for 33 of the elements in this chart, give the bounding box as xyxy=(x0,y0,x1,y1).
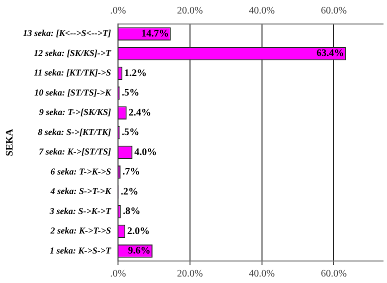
x-tick-label: 60.0% xyxy=(320,6,347,17)
x-tick-label: 40.0% xyxy=(248,6,275,17)
x2-tick-label: 60.0% xyxy=(320,268,347,280)
y-tick-label: 12 seka: [SK/KS]->T xyxy=(34,48,112,58)
data-label: 9.6% xyxy=(128,246,151,257)
data-label: 4.0% xyxy=(134,146,157,158)
y-tick-label: 10 seka: [ST/TS]->K xyxy=(34,87,112,98)
data-label: .5% xyxy=(122,127,140,138)
y-tick-label: 11 seka: [KT/TK]->S xyxy=(34,68,111,78)
y-tick-label: 8 seka: S->[KT/TK] xyxy=(38,126,111,137)
data-label: 1.2% xyxy=(124,68,147,79)
data-label: .5% xyxy=(122,88,140,99)
y-tick-label: 1 seka: K->S->T xyxy=(50,245,112,256)
y-tick-label: 2 seka: K->T->S xyxy=(50,226,111,236)
data-label: .2% xyxy=(120,186,138,198)
y-tick-label: 13 seka: [K<-->S<-->T] xyxy=(22,28,111,38)
x-tick-label: 20.0% xyxy=(176,6,203,17)
data-label: 14.7% xyxy=(141,28,169,40)
y-tick-label: 7 seka: K->[ST/TS] xyxy=(38,146,111,157)
y-axis-title: SEKA xyxy=(4,128,16,156)
data-label: 2.0% xyxy=(127,226,150,237)
data-label: 63.4% xyxy=(316,48,344,60)
y-tick-label: 9 seka: T->[SK/KS] xyxy=(39,107,111,118)
x2-tick-label: 20.0% xyxy=(176,268,203,280)
y-tick-label: 4 seka: S->T->K xyxy=(50,186,112,196)
data-label: .7% xyxy=(122,166,140,178)
x2-tick-label: 40.0% xyxy=(248,268,275,280)
data-label: .8% xyxy=(122,206,140,218)
y-tick-label: 3 seka: S->K->T xyxy=(48,206,112,216)
y-tick-label: 6 seka: T->K->S xyxy=(50,166,111,176)
data-label: 2.4% xyxy=(128,107,152,118)
x-tick-label: .0% xyxy=(110,6,126,17)
x2-tick-label: .0% xyxy=(110,268,126,280)
